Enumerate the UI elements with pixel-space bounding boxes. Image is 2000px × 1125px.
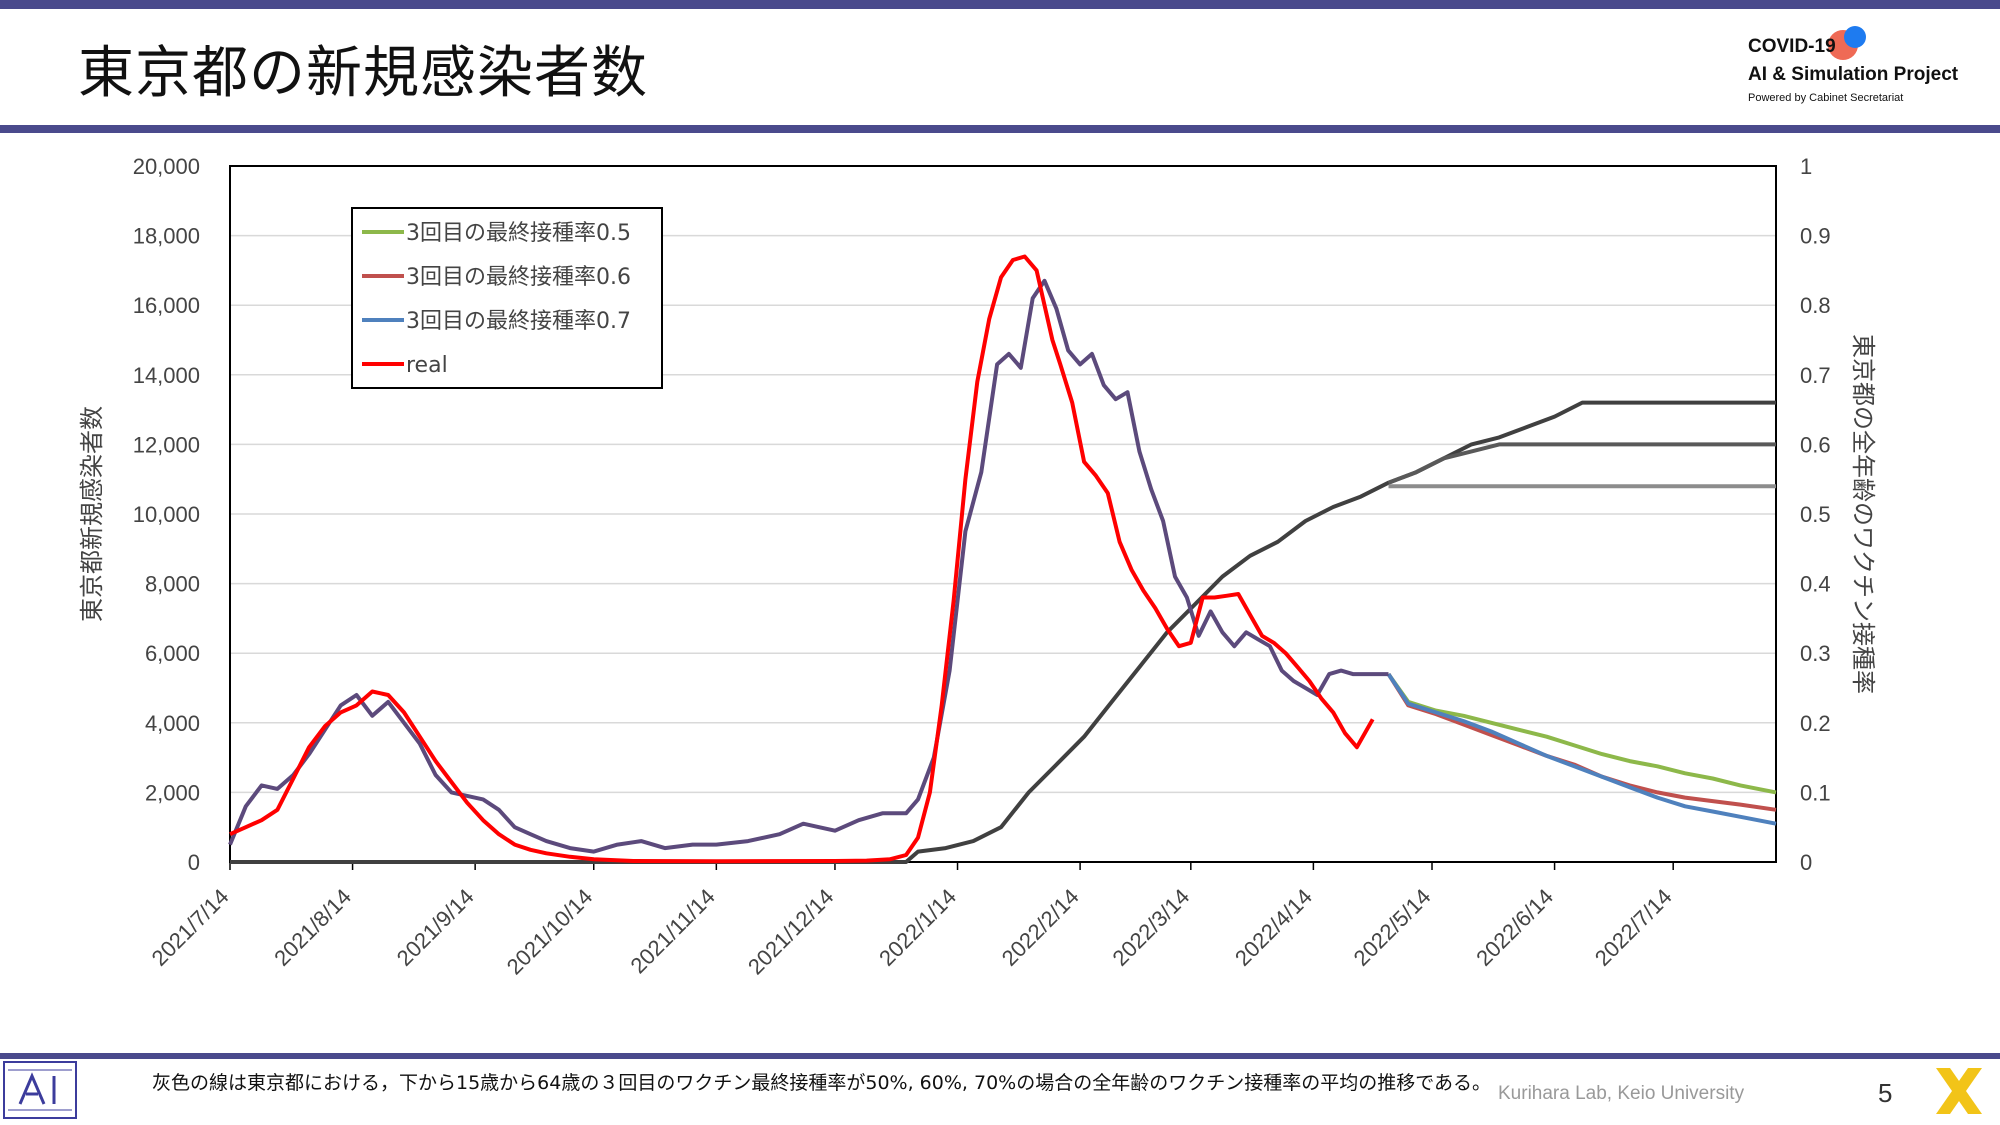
y-axis-title: 東京都新規感染者数 <box>78 406 106 622</box>
logo-line-1: COVID-19 <box>1748 36 1836 57</box>
legend-box <box>351 207 663 389</box>
x-tick-label: 2022/7/14 <box>1590 884 1677 971</box>
y-tick-label: 20,000 <box>133 154 200 179</box>
y2-tick-label: 0 <box>1800 850 1812 875</box>
covid-chart: 0 2,000 4,000 6,000 8,000 10,000 12,000 14,000 1… <box>78 154 1877 980</box>
legend-label: 3回目の最終接種率0.6 <box>406 265 631 290</box>
real-line <box>229 254 1375 864</box>
x-tick-label: 2022/6/14 <box>1471 884 1558 971</box>
vaccination-0-7-line <box>230 400 1776 864</box>
y-tick-label: 10,000 <box>133 502 200 527</box>
lab-credit: Kurihara Lab, Keio University <box>1498 1083 1745 1104</box>
bottom-accent-bar <box>0 1053 2000 1059</box>
page-number: 5 <box>1878 1078 1893 1108</box>
page-title: 東京都の新規感染者数 <box>78 41 648 106</box>
forecast-0-6-line <box>1386 673 1777 812</box>
y2-axis-title: 東京都の全年齢のワクチン接種率 <box>1849 334 1877 694</box>
y-tick-label: 0 <box>188 850 200 875</box>
y2-tick-label: 0.9 <box>1800 224 1831 249</box>
x-tick-label: 2021/9/14 <box>392 884 479 971</box>
x-brand-icon <box>1936 1068 1982 1114</box>
y2-tick-label: 0.7 <box>1800 363 1831 388</box>
legend-label: 3回目の最終接種率0.5 <box>406 221 631 246</box>
y-tick-label: 16,000 <box>133 293 200 318</box>
y2-tick-label: 0.5 <box>1800 502 1831 527</box>
x-tick-label: 2021/12/14 <box>743 884 839 980</box>
y2-tick-label: 0.3 <box>1800 641 1831 666</box>
top-accent-bar <box>0 0 2000 9</box>
x-tick-label: 2022/3/14 <box>1107 884 1194 971</box>
x-tick-label: 2022/5/14 <box>1349 884 1436 971</box>
y2-tick-label: 0.2 <box>1800 711 1831 736</box>
logo-blue-dot <box>1844 26 1866 48</box>
x-tick-label: 2022/4/14 <box>1230 884 1317 971</box>
y2-tick-label: 0.6 <box>1800 432 1831 457</box>
logo-line-3: Powered by Cabinet Secretariat <box>1748 92 1904 104</box>
x-tick-label: 2021/10/14 <box>502 884 598 980</box>
x-tick-label: 2021/7/14 <box>147 884 234 971</box>
footnote: 灰色の線は東京都における，下から15歳から64歳の３回目のワクチン最終接種率が5… <box>152 1072 1492 1094</box>
y-tick-label: 8,000 <box>145 572 200 597</box>
forecast-0-7-line <box>1386 672 1777 826</box>
y-tick-label: 18,000 <box>133 224 200 249</box>
vaccination-0-6-line <box>1387 442 1776 485</box>
title-separator <box>0 125 2000 133</box>
legend-label: 3回目の最終接種率0.7 <box>406 309 631 334</box>
legend-label: real <box>406 353 448 378</box>
y-tick-label: 12,000 <box>133 432 200 457</box>
project-logo: COVID-19 AI & Simulation Project Powered… <box>1748 26 1988 116</box>
y-tick-label: 4,000 <box>145 711 200 736</box>
y2-tick-label: 0.1 <box>1800 780 1831 805</box>
forecast-0-5-line <box>1386 672 1777 795</box>
y2-tick-label: 0.8 <box>1800 293 1831 318</box>
y-tick-label: 14,000 <box>133 363 200 388</box>
y2-tick-label: 0.4 <box>1800 572 1831 597</box>
ai-lab-logo-icon <box>3 1061 77 1119</box>
plot-frame <box>229 165 1777 863</box>
x-tick-label: 2021/11/14 <box>625 884 719 978</box>
y-tick-label: 2,000 <box>145 780 200 805</box>
x-tick-label: 2022/2/14 <box>997 884 1084 971</box>
logo-line-2: AI & Simulation Project <box>1748 64 1959 85</box>
y2-tick-label: 1 <box>1800 154 1812 179</box>
x-tick-label: 2021/8/14 <box>269 884 356 971</box>
y-tick-label: 6,000 <box>145 641 200 666</box>
x-tick-label: 2022/1/14 <box>874 884 961 971</box>
